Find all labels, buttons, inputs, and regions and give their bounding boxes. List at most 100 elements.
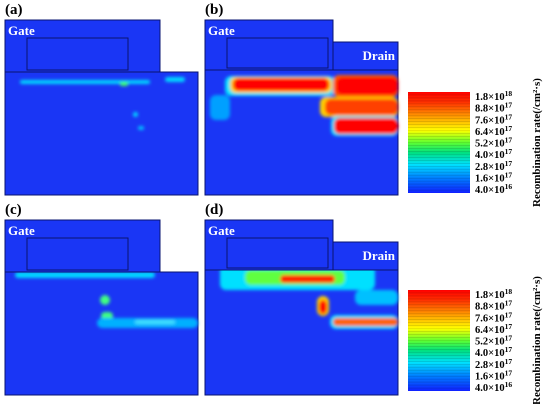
gate-electrode [26,37,129,71]
gate-region [204,19,334,71]
tick-mantissa: 7.6×10 [475,115,505,126]
hotspot [210,95,230,120]
colorbar-tick-label: 5.2×1017 [475,136,512,150]
hotspot [15,272,155,278]
recombination-map [220,265,398,329]
tick-mantissa: 1.6×10 [475,371,505,382]
gate-region [4,19,161,73]
recombination-map [210,75,398,136]
tick-exponent: 16 [505,182,513,191]
panel: (b) Gate Drain [204,2,399,196]
colorbar-tick-label: 2.8×1017 [475,159,512,173]
panel-label: (b) [205,2,223,18]
panel: (c) Gate [4,202,199,396]
colorbar-tick-label: 4.0×1017 [475,345,512,359]
colorbar-tick-label: 7.6×1017 [475,310,512,324]
panel-label: (c) [5,202,22,218]
tick-mantissa: 8.8×10 [475,104,505,115]
tick-mantissa: 2.8×10 [475,162,505,173]
tick-exponent: 17 [505,112,513,121]
colorbar-title: Recombination rate(/cm²·s) [531,276,543,404]
colorbar-tick-label: 7.6×1017 [475,112,512,126]
hotspot [165,77,185,82]
hotspot [355,290,398,305]
tick-exponent: 17 [505,368,513,377]
colorbar-tick-label: 5.2×1017 [475,334,512,348]
colorbar-tick-label: 4.0×1016 [475,380,512,394]
tick-exponent: 17 [505,159,513,168]
hotspot [20,80,150,84]
tick-exponent: 17 [505,101,513,110]
tick-exponent: 18 [505,287,513,296]
tick-exponent: 17 [505,136,513,145]
colorbar-tick-label: 4.0×1016 [475,182,512,196]
hotspot [100,295,110,305]
panel-label: (d) [205,202,223,218]
colorbar-tick-label: 6.4×1017 [475,322,512,336]
tick-exponent: 16 [505,380,513,389]
hotspot [138,126,144,130]
colorbar-tick-label: 1.8×1018 [475,287,512,301]
colorbar-tick-label: 8.8×1017 [475,101,512,115]
tick-exponent: 17 [505,322,513,331]
drain-label: Drain [363,48,396,63]
colorbar-tick-label: 4.0×1017 [475,147,512,161]
hotspot [319,300,327,314]
tick-mantissa: 2.8×10 [475,360,505,371]
tick-mantissa: 1.8×10 [475,92,505,103]
colorbar-tick-label: 1.6×1017 [475,170,512,184]
hotspot [135,320,175,324]
hotspot [280,275,335,283]
tick-exponent: 17 [505,357,513,366]
gate-label: Gate [8,23,35,38]
recombination-map [15,272,198,328]
tick-mantissa: 1.6×10 [475,173,505,184]
tick-exponent: 17 [505,147,513,156]
gate-region [204,219,334,271]
body [4,271,199,396]
tick-exponent: 17 [505,334,513,343]
tick-exponent: 17 [505,299,513,308]
tick-exponent: 17 [505,345,513,354]
gate-label: Gate [8,223,35,238]
tick-mantissa: 5.2×10 [475,139,505,150]
tick-mantissa: 4.0×10 [475,348,505,359]
tick-mantissa: 5.2×10 [475,337,505,348]
colorbar-tick-label: 2.8×1017 [475,357,512,371]
panel: (d) Gate Drain [204,202,399,396]
gate-electrode [26,237,129,271]
hotspot [325,99,398,115]
body [4,71,199,196]
colorbar-tick-label: 8.8×1017 [475,299,512,313]
tick-exponent: 17 [505,310,513,319]
tick-exponent: 17 [505,170,513,179]
tick-mantissa: 4.0×10 [475,150,505,161]
tick-exponent: 18 [505,89,513,98]
hotspot [336,77,398,95]
drain-label: Drain [363,248,396,263]
tick-mantissa: 8.8×10 [475,302,505,313]
tick-mantissa: 7.6×10 [475,313,505,324]
tick-mantissa: 6.4×10 [475,325,505,336]
panel: (a) Gate [4,2,199,196]
colorbar-tick-label: 1.8×1018 [475,89,512,103]
gate-electrode [226,237,329,269]
colorbar [408,290,470,391]
colorbar-tick-label: 1.6×1017 [475,368,512,382]
colorbar-tick-label: 6.4×1017 [475,124,512,138]
gate-label: Gate [208,23,235,38]
recombination-map [20,77,185,130]
gate-electrode [226,37,329,69]
gate-label: Gate [208,223,235,238]
gate-region [4,219,161,273]
drain-region [332,41,399,71]
hotspot [333,318,398,326]
hotspot [334,118,398,134]
tick-mantissa: 4.0×10 [475,185,505,196]
drain-region [332,241,399,271]
panel-label: (a) [5,2,23,18]
tick-mantissa: 4.0×10 [475,383,505,394]
tick-mantissa: 6.4×10 [475,127,505,138]
colorbar [408,92,470,193]
